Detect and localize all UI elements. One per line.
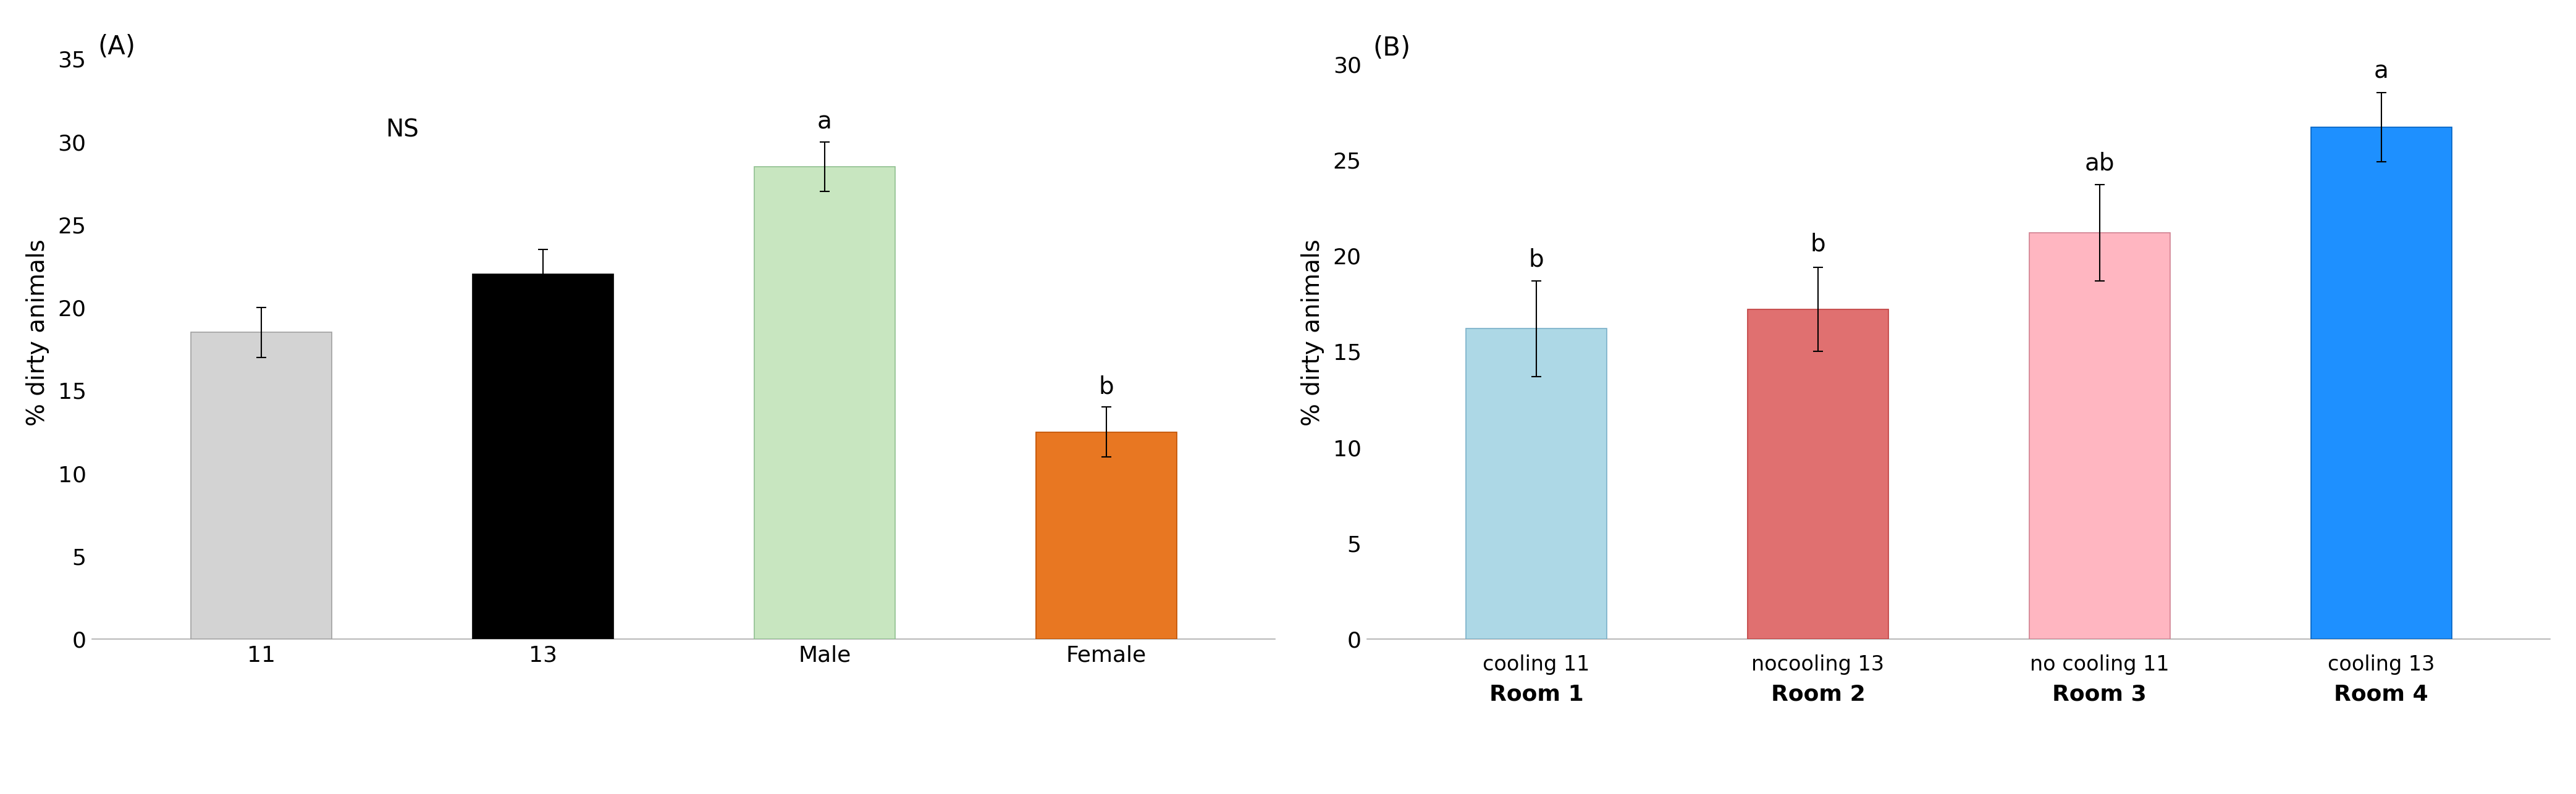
Bar: [471, 275, 613, 639]
Text: cooling 13: cooling 13: [2329, 654, 2434, 675]
Text: cooling 11: cooling 11: [1484, 654, 1589, 675]
Text: (B): (B): [1373, 35, 1412, 61]
Text: b: b: [1097, 376, 1113, 399]
Bar: [1747, 310, 1888, 639]
Text: nocooling 13: nocooling 13: [1752, 654, 1886, 675]
Y-axis label: % dirty animals: % dirty animals: [1301, 239, 1324, 426]
Text: Room 1: Room 1: [1489, 684, 1584, 705]
Bar: [2030, 233, 2169, 639]
Text: Room 3: Room 3: [2053, 684, 2146, 705]
Text: no cooling 11: no cooling 11: [2030, 654, 2169, 675]
Bar: [755, 167, 894, 639]
Text: b: b: [1811, 233, 1826, 256]
Text: Room 2: Room 2: [1770, 684, 1865, 705]
Text: ab: ab: [2084, 152, 2115, 175]
Bar: [1466, 329, 1607, 639]
Text: (A): (A): [98, 34, 137, 60]
Y-axis label: % dirty animals: % dirty animals: [26, 239, 49, 426]
Text: a: a: [817, 110, 832, 133]
Text: a: a: [2375, 60, 2388, 83]
Bar: [191, 333, 332, 639]
Text: NS: NS: [386, 118, 420, 142]
Text: b: b: [1528, 248, 1543, 271]
Text: Room 4: Room 4: [2334, 684, 2429, 705]
Bar: [1036, 432, 1177, 639]
Bar: [2311, 127, 2452, 639]
